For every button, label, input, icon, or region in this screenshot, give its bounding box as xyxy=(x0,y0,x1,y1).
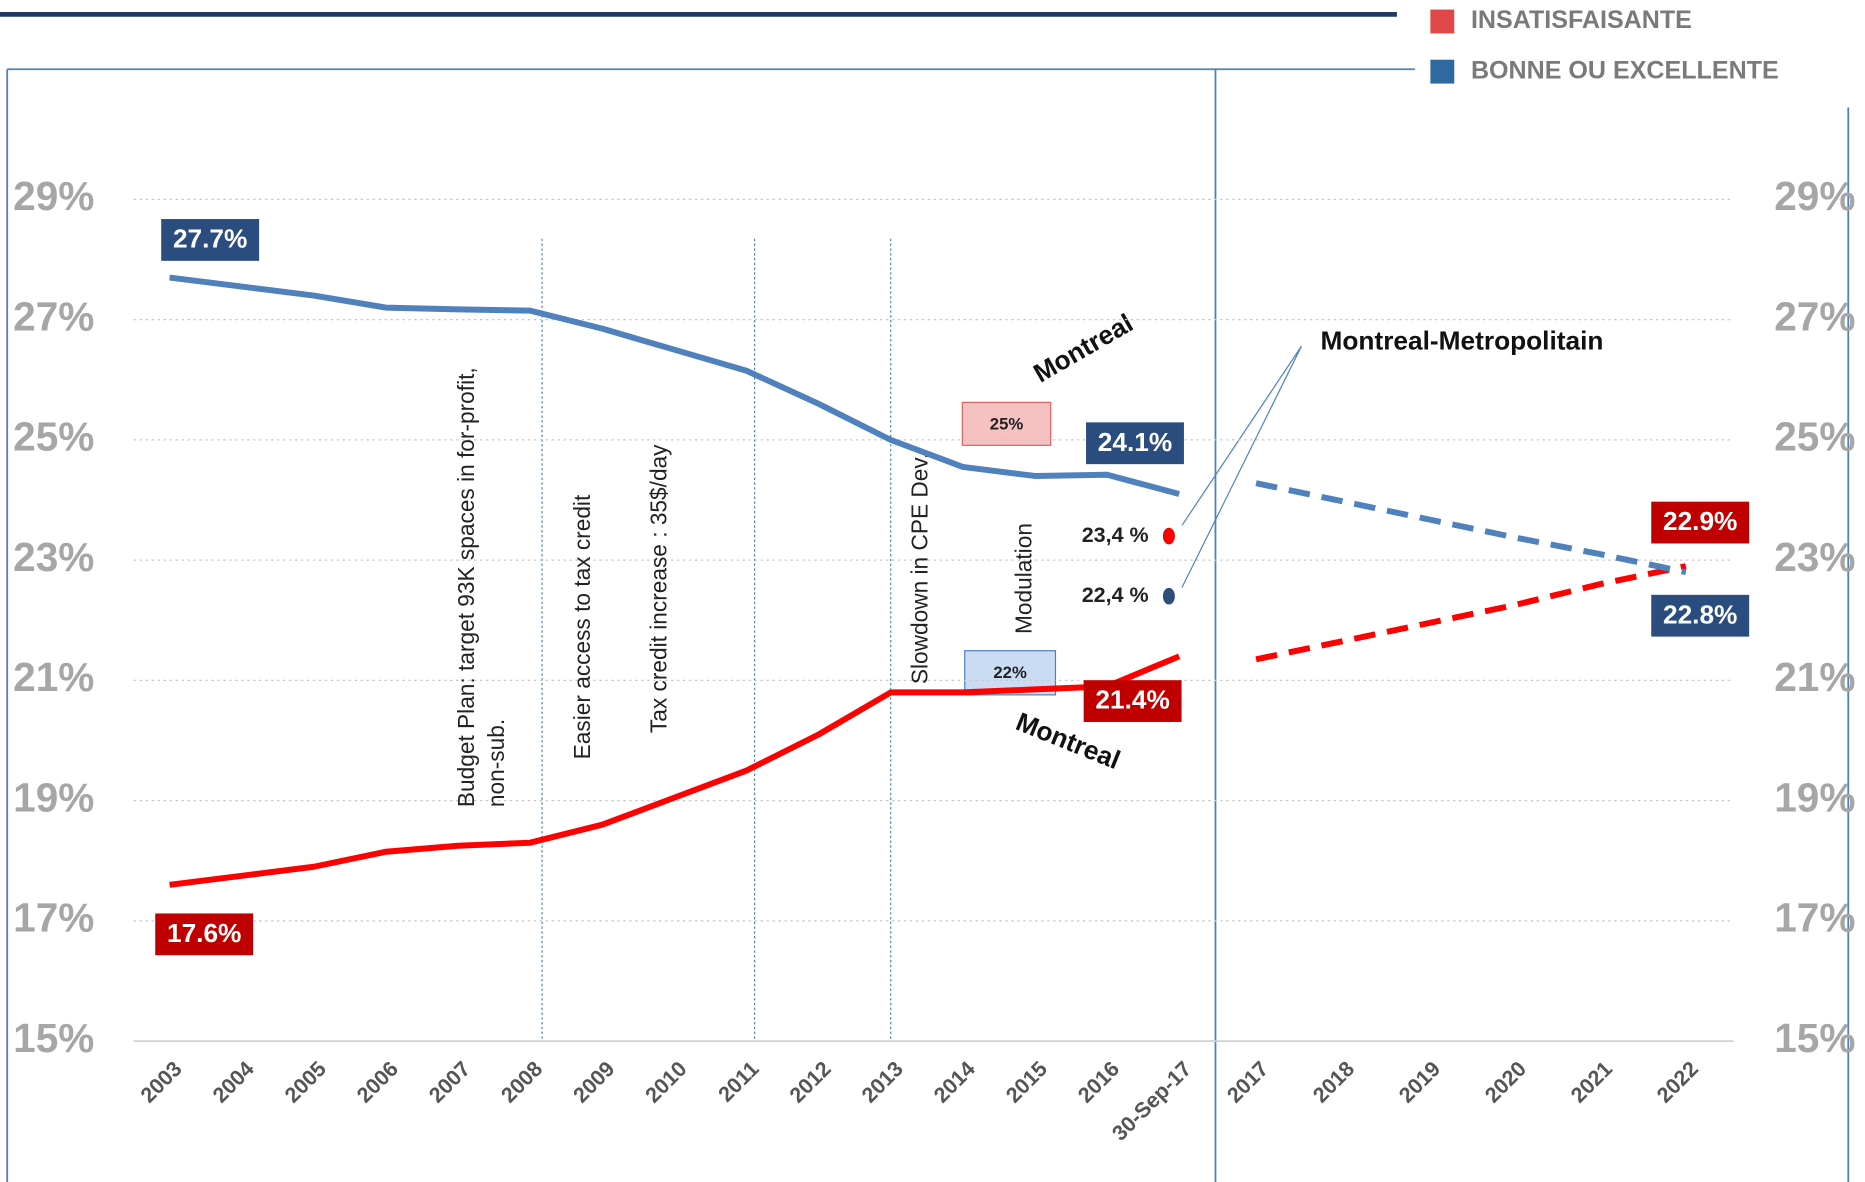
x-tick-label: 2007 xyxy=(424,1057,475,1108)
y2-tick-label: 17% xyxy=(1774,895,1855,941)
y-tick-label: 27% xyxy=(13,293,94,339)
event-label: Easier access to tax credit xyxy=(569,494,595,759)
annotation-box xyxy=(961,401,1052,446)
x-tick-label: 2009 xyxy=(569,1057,620,1108)
y2-tick-label: 19% xyxy=(1774,774,1855,820)
metro-point xyxy=(1162,527,1175,545)
x-tick-label: 2012 xyxy=(785,1057,836,1108)
y-tick-label: 17% xyxy=(13,895,94,941)
leader-line xyxy=(1181,345,1302,588)
value-label: 22.8% xyxy=(1663,599,1737,629)
event-label: non-sub. xyxy=(483,719,509,807)
x-tick-label: 2018 xyxy=(1308,1057,1359,1108)
x-tick-label: 2011 xyxy=(714,1057,764,1107)
x-tick-label: 30-Sep-17 xyxy=(1108,1057,1197,1146)
legend-swatch xyxy=(1430,59,1455,84)
value-label: 17.6% xyxy=(167,918,241,948)
event-label: Modulation xyxy=(1011,523,1037,634)
x-tick-label: 2017 xyxy=(1222,1057,1273,1108)
metro-label: 23,4 % xyxy=(1082,523,1149,547)
event-label: Budget Plan: target 93K spaces in for-pr… xyxy=(453,367,479,807)
value-label-box xyxy=(161,219,260,261)
annotation-box-label: 22% xyxy=(993,663,1027,682)
metro-point xyxy=(1162,587,1175,605)
value-label-box xyxy=(1086,422,1184,465)
value-label: 27.7% xyxy=(173,223,247,253)
y-tick-label: 29% xyxy=(13,173,94,219)
value-label: 24.1% xyxy=(1098,427,1172,457)
metro-label: 22,4 % xyxy=(1082,583,1149,607)
metro-title: Montreal-Metropolitain xyxy=(1321,326,1604,356)
y-tick-label: 25% xyxy=(13,414,94,460)
y2-tick-label: 21% xyxy=(1774,654,1855,700)
leader-line xyxy=(1181,345,1302,526)
x-tick-label: 2004 xyxy=(208,1057,259,1108)
event-label: Slowdown in CPE Dev. xyxy=(907,453,933,684)
series-line xyxy=(169,274,1180,497)
y2-tick-label: 27% xyxy=(1774,293,1855,339)
projection-line xyxy=(1255,480,1687,576)
y2-tick-label: 29% xyxy=(1774,173,1855,219)
y-tick-label: 15% xyxy=(13,1015,94,1061)
annotation-box-label: 25% xyxy=(990,414,1024,433)
x-tick-label: 2008 xyxy=(496,1057,547,1108)
legend-swatch xyxy=(1430,9,1455,34)
x-tick-label: 2005 xyxy=(280,1057,331,1108)
value-label-box xyxy=(1651,594,1750,637)
y2-tick-label: 15% xyxy=(1774,1015,1855,1061)
x-tick-label: 2022 xyxy=(1652,1057,1703,1108)
y-tick-label: 19% xyxy=(13,774,94,820)
x-tick-label: 2013 xyxy=(857,1057,908,1108)
x-tick-label: 2021 xyxy=(1566,1057,1617,1108)
x-tick-label: 2006 xyxy=(352,1057,403,1108)
series-line xyxy=(169,653,1181,888)
x-tick-label: 2016 xyxy=(1073,1057,1124,1108)
value-label-box xyxy=(1651,501,1750,544)
event-label: Tax credit increase : 35$/day xyxy=(645,444,671,733)
value-label-box xyxy=(155,913,254,956)
projection-line xyxy=(1255,563,1687,663)
x-tick-label: 2020 xyxy=(1480,1057,1531,1108)
x-tick-label: 2015 xyxy=(1001,1057,1052,1108)
value-label: 21.4% xyxy=(1095,685,1169,715)
value-label: 22.9% xyxy=(1663,506,1737,536)
y-tick-label: 21% xyxy=(13,654,94,700)
legend-label: INSATISFAISANTE xyxy=(1471,6,1692,34)
y2-tick-label: 23% xyxy=(1774,534,1855,580)
x-tick-label: 2019 xyxy=(1394,1057,1445,1108)
x-tick-label: 2003 xyxy=(136,1057,187,1108)
value-label-box xyxy=(1083,680,1182,722)
y-tick-label: 23% xyxy=(13,534,94,580)
x-tick-label: 2014 xyxy=(929,1057,980,1108)
y2-tick-label: 25% xyxy=(1774,414,1855,460)
x-tick-label: 2010 xyxy=(641,1057,692,1108)
legend-label: BONNE OU EXCELLENTE xyxy=(1471,56,1779,84)
